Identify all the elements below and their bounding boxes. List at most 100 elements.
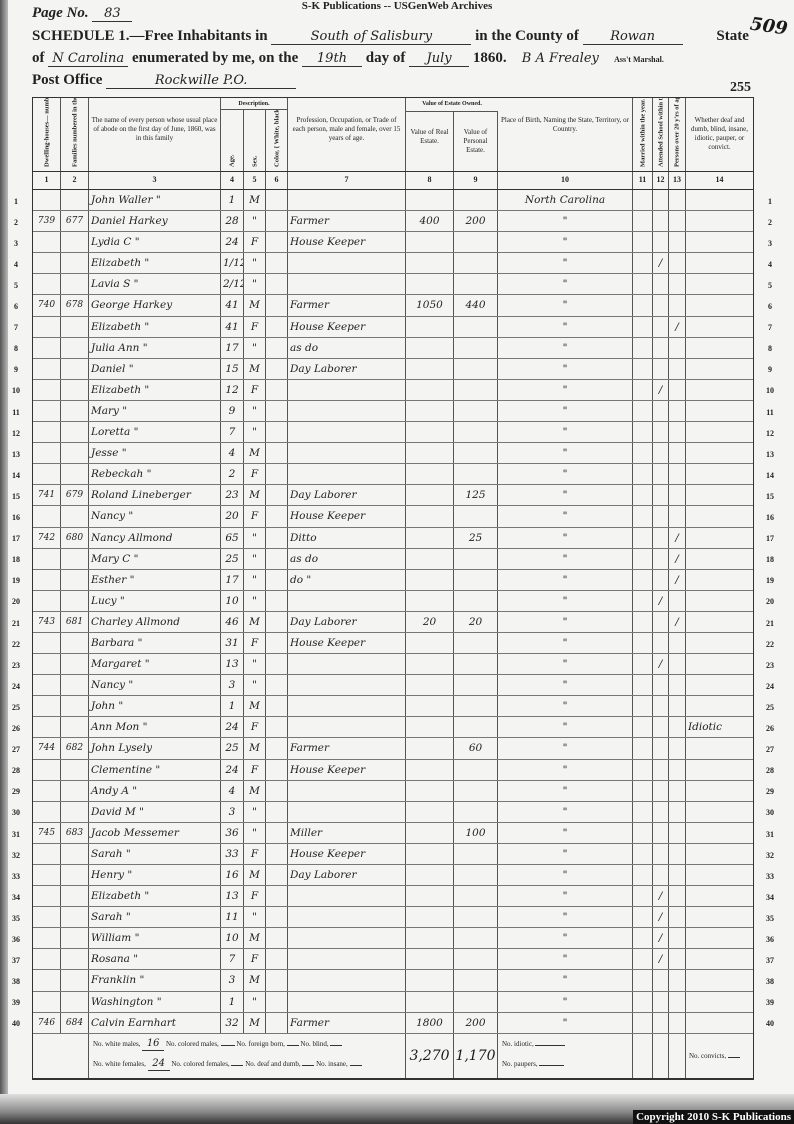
idiotic-label: No. idiotic, bbox=[502, 1039, 534, 1048]
cell-sex: F bbox=[244, 379, 266, 400]
cell-illit bbox=[669, 865, 686, 886]
cell-fam: 679 bbox=[61, 485, 89, 506]
header-c14-text: Whether deaf and dumb, blind, insane, id… bbox=[691, 116, 748, 151]
cell-illit bbox=[669, 379, 686, 400]
cell-school bbox=[653, 611, 669, 632]
header-c5: Sex. bbox=[244, 110, 266, 171]
cell-cond bbox=[686, 359, 753, 379]
cell-cond bbox=[686, 253, 753, 273]
cell-cond bbox=[686, 970, 753, 990]
page-number-line: Page No. 83 bbox=[32, 5, 133, 22]
summary-blank bbox=[633, 1033, 653, 1078]
cell-empty bbox=[266, 928, 288, 949]
row-number-left: 12 bbox=[12, 428, 20, 438]
cell-pers bbox=[454, 907, 498, 928]
cell-dw: 742 bbox=[33, 527, 61, 548]
cell-pers bbox=[454, 991, 498, 1012]
row-number-right: 23 bbox=[766, 660, 774, 670]
cell-sex: F bbox=[244, 316, 266, 337]
cell-name: Rosana " bbox=[89, 949, 221, 970]
cell-name: Sarah " bbox=[89, 907, 221, 928]
cell-illit bbox=[669, 506, 686, 527]
table-row: John Waller " 1 M North Carolina bbox=[33, 190, 753, 212]
header-c2-text: Families numbered in the order of visita… bbox=[71, 98, 78, 167]
cell-age: 10 bbox=[221, 590, 244, 611]
cell-empty bbox=[633, 316, 653, 337]
row-number-left: 20 bbox=[12, 597, 20, 607]
header-c7: Profession, Occupation, or Trade of each… bbox=[288, 98, 406, 171]
cell-empty bbox=[266, 443, 288, 464]
cell-real bbox=[406, 253, 454, 274]
cell-pers bbox=[454, 190, 498, 211]
row-number-right: 21 bbox=[766, 618, 774, 628]
cell-name: Elizabeth " bbox=[89, 886, 221, 907]
cell-birth: " bbox=[498, 759, 633, 780]
cell-school: / bbox=[653, 654, 669, 675]
cell-age: 46 bbox=[221, 611, 244, 632]
cell-empty bbox=[633, 464, 653, 485]
column-number: 9 bbox=[454, 172, 498, 189]
cell-school bbox=[653, 337, 669, 358]
header-c14: Whether deaf and dumb, blind, insane, id… bbox=[686, 98, 753, 171]
cell-age: 25 bbox=[221, 548, 244, 569]
cell-age: 3 bbox=[221, 675, 244, 696]
table-row: Elizabeth " 41 F House Keeper " / bbox=[33, 316, 753, 338]
cell-name: Franklin " bbox=[89, 970, 221, 991]
cell-dw bbox=[33, 675, 61, 696]
cell-cond bbox=[686, 338, 753, 358]
table-row: 742 680 Nancy Allmond 65 " Ditto 25 " / bbox=[33, 527, 753, 549]
cell-age: 3 bbox=[221, 970, 244, 991]
row-number-left: 18 bbox=[12, 555, 20, 565]
cell-illit bbox=[669, 970, 686, 991]
cell-occ bbox=[288, 379, 406, 400]
column-number: 8 bbox=[406, 172, 454, 189]
cell-empty bbox=[633, 253, 653, 274]
cell-sex: M bbox=[244, 780, 266, 801]
cell-dw: 745 bbox=[33, 822, 61, 843]
cell-pers bbox=[454, 232, 498, 253]
cell-illit bbox=[669, 738, 686, 759]
cell-empty bbox=[633, 696, 653, 717]
cell-age: 36 bbox=[221, 822, 244, 843]
cell-school bbox=[653, 632, 669, 654]
summary-row: No. white males, 16 No. colored males, N… bbox=[33, 1033, 753, 1078]
cell-age: 2 bbox=[221, 464, 244, 485]
cell-school bbox=[653, 422, 669, 443]
cell-age: 24 bbox=[221, 717, 244, 738]
table-row: 739 677 Daniel Harkey 28 " Farmer 400 200 " bbox=[33, 211, 753, 233]
column-number: 5 bbox=[244, 172, 266, 189]
cell-real bbox=[406, 443, 454, 464]
cell-name: Ann Mon " bbox=[89, 717, 221, 738]
cell-empty bbox=[266, 316, 288, 337]
cell-birth: " bbox=[498, 991, 633, 1012]
cell-cond bbox=[686, 802, 753, 822]
cell-birth: " bbox=[498, 675, 633, 696]
cell-birth: " bbox=[498, 696, 633, 717]
cell-sex: M bbox=[244, 190, 266, 211]
cell-age: 20 bbox=[221, 506, 244, 527]
cell-empty bbox=[633, 337, 653, 358]
cell-dw bbox=[33, 548, 61, 569]
schedule-label: SCHEDULE 1.—Free Inhabitants in bbox=[32, 28, 268, 44]
cell-empty bbox=[633, 780, 653, 801]
row-number-left: 32 bbox=[12, 850, 20, 860]
cell-occ bbox=[288, 801, 406, 822]
cell-school: / bbox=[653, 949, 669, 970]
cell-occ bbox=[288, 422, 406, 443]
cell-fam bbox=[61, 358, 89, 379]
cell-sex: " bbox=[244, 675, 266, 696]
cell-sex: M bbox=[244, 970, 266, 991]
header-c10-text: Place of Birth, Naming the State, Territ… bbox=[500, 116, 629, 133]
cell-cond bbox=[686, 907, 753, 927]
cell-sex: M bbox=[244, 1012, 266, 1033]
row-number-left: 27 bbox=[12, 745, 20, 755]
cell-empty bbox=[266, 970, 288, 991]
cell-cond bbox=[686, 949, 753, 969]
cell-fam bbox=[61, 443, 89, 464]
cell-illit bbox=[669, 211, 686, 232]
cell-age: 15 bbox=[221, 358, 244, 379]
row-number-left: 4 bbox=[14, 259, 18, 269]
cell-age: 1 bbox=[221, 696, 244, 717]
row-number-right: 3 bbox=[768, 238, 772, 248]
cell-pers bbox=[454, 506, 498, 527]
